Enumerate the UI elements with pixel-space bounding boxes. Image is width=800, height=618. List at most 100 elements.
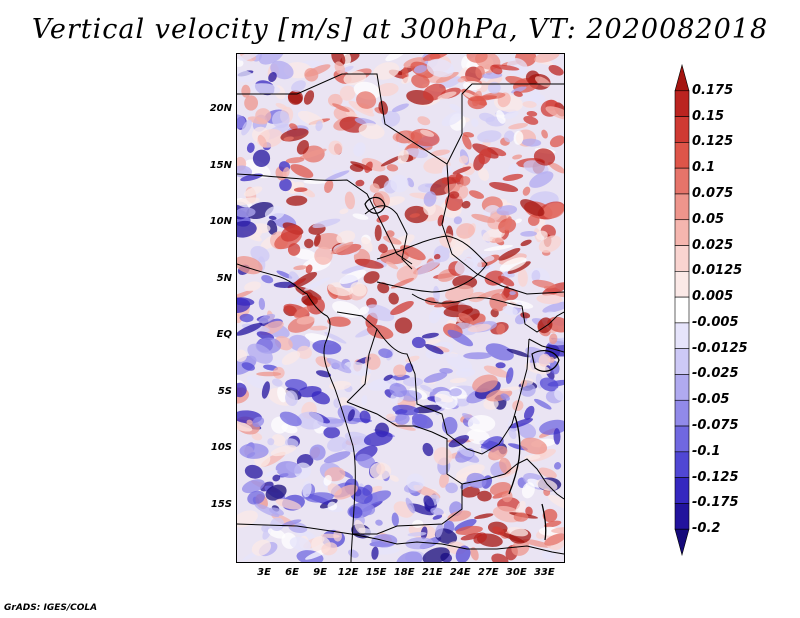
field-cell bbox=[496, 323, 506, 335]
field-cell bbox=[309, 444, 326, 461]
field-cell bbox=[313, 233, 321, 247]
field-cell bbox=[364, 161, 373, 173]
field-cell bbox=[517, 268, 528, 287]
field-cell bbox=[502, 305, 518, 316]
field-cell bbox=[328, 93, 343, 107]
border-drc-north bbox=[411, 293, 523, 307]
field-cell bbox=[407, 531, 427, 537]
field-cell bbox=[483, 365, 510, 378]
lake-chad bbox=[364, 196, 386, 214]
field-cell bbox=[359, 410, 371, 424]
field-cell bbox=[547, 494, 564, 510]
field-cell bbox=[439, 472, 449, 488]
field-cell bbox=[241, 362, 255, 371]
lon-tick-label: 30E bbox=[505, 567, 527, 578]
field-cell bbox=[492, 64, 520, 71]
field-cell bbox=[445, 482, 458, 494]
field-cell bbox=[467, 95, 487, 110]
field-cell bbox=[328, 140, 343, 156]
field-cell bbox=[545, 106, 564, 120]
field-cell bbox=[356, 91, 377, 109]
field-cell bbox=[506, 348, 531, 358]
lon-tick-label: 15E bbox=[365, 567, 387, 578]
colorbar-tick-label: 0.025 bbox=[692, 237, 734, 253]
field-cell bbox=[285, 462, 302, 474]
field-cell bbox=[380, 155, 403, 167]
border-sudan bbox=[441, 163, 564, 295]
colorbar-swatch bbox=[674, 219, 690, 246]
field-cell bbox=[548, 64, 564, 76]
vertical-velocity-field bbox=[237, 54, 564, 562]
field-cell bbox=[505, 367, 514, 384]
field-cell bbox=[237, 510, 258, 528]
colorbar-swatch bbox=[674, 271, 690, 298]
lat-tick-label: 15S bbox=[210, 498, 232, 510]
field-cell bbox=[462, 134, 472, 150]
lon-tick-label: 3E bbox=[257, 567, 271, 578]
field-cell bbox=[452, 166, 471, 175]
colorbar-swatch bbox=[674, 348, 690, 375]
field-cell bbox=[393, 364, 407, 378]
border-south bbox=[237, 523, 564, 555]
field-cell bbox=[544, 533, 564, 546]
field-cell bbox=[379, 249, 409, 265]
colorbar-swatch bbox=[674, 374, 690, 401]
field-cell bbox=[406, 148, 428, 159]
shaded-field bbox=[237, 54, 564, 562]
field-cell bbox=[352, 213, 369, 220]
colorbar-tick-label: 0.05 bbox=[692, 211, 725, 227]
field-cell bbox=[363, 431, 393, 447]
field-cell bbox=[402, 257, 422, 268]
field-cell bbox=[542, 202, 564, 219]
field-cell bbox=[534, 398, 552, 410]
field-cell bbox=[428, 309, 441, 324]
field-cell bbox=[373, 62, 400, 80]
field-cell bbox=[369, 183, 380, 193]
field-cell bbox=[420, 129, 435, 137]
field-cell bbox=[367, 377, 397, 391]
field-cell bbox=[542, 508, 558, 523]
field-cell bbox=[375, 519, 383, 526]
field-cell bbox=[339, 85, 356, 101]
field-cell bbox=[250, 83, 281, 95]
field-cell bbox=[350, 282, 367, 297]
field-cell bbox=[447, 329, 474, 347]
field-cell bbox=[365, 304, 395, 322]
field-cell bbox=[252, 416, 265, 428]
field-cell bbox=[378, 348, 393, 358]
field-cell bbox=[345, 110, 358, 118]
field-cell bbox=[477, 130, 502, 143]
field-cell bbox=[341, 264, 367, 274]
lake-tanganyika bbox=[508, 415, 521, 495]
field-cell bbox=[478, 148, 492, 165]
field-cell bbox=[395, 413, 410, 425]
field-cell bbox=[265, 484, 287, 501]
field-cell bbox=[461, 55, 471, 70]
field-cell bbox=[536, 478, 558, 491]
field-cell bbox=[401, 76, 412, 84]
colorbar-tick-label: -0.075 bbox=[692, 418, 739, 434]
field-cell bbox=[377, 282, 390, 294]
field-cell bbox=[256, 371, 282, 377]
field-cell bbox=[246, 375, 268, 389]
field-cell bbox=[279, 411, 302, 427]
field-cell bbox=[496, 205, 518, 216]
field-cell bbox=[285, 378, 308, 391]
field-cell bbox=[509, 418, 533, 429]
field-cell bbox=[449, 103, 461, 112]
field-cell bbox=[423, 495, 435, 512]
field-cell bbox=[291, 80, 306, 93]
colorbar-tick-label: 0.1 bbox=[692, 160, 716, 176]
field-cell bbox=[276, 270, 293, 279]
field-cell bbox=[461, 200, 471, 209]
field-cell bbox=[378, 100, 388, 115]
colorbar-tick-label: 0.005 bbox=[692, 289, 734, 305]
field-cell bbox=[500, 393, 510, 401]
field-cell bbox=[474, 513, 494, 519]
colorbar-tick-label: -0.05 bbox=[692, 392, 730, 408]
field-cell bbox=[461, 486, 480, 498]
field-cell bbox=[315, 370, 332, 378]
field-cell bbox=[405, 355, 420, 363]
field-cell bbox=[272, 474, 281, 482]
field-cell bbox=[323, 474, 332, 486]
